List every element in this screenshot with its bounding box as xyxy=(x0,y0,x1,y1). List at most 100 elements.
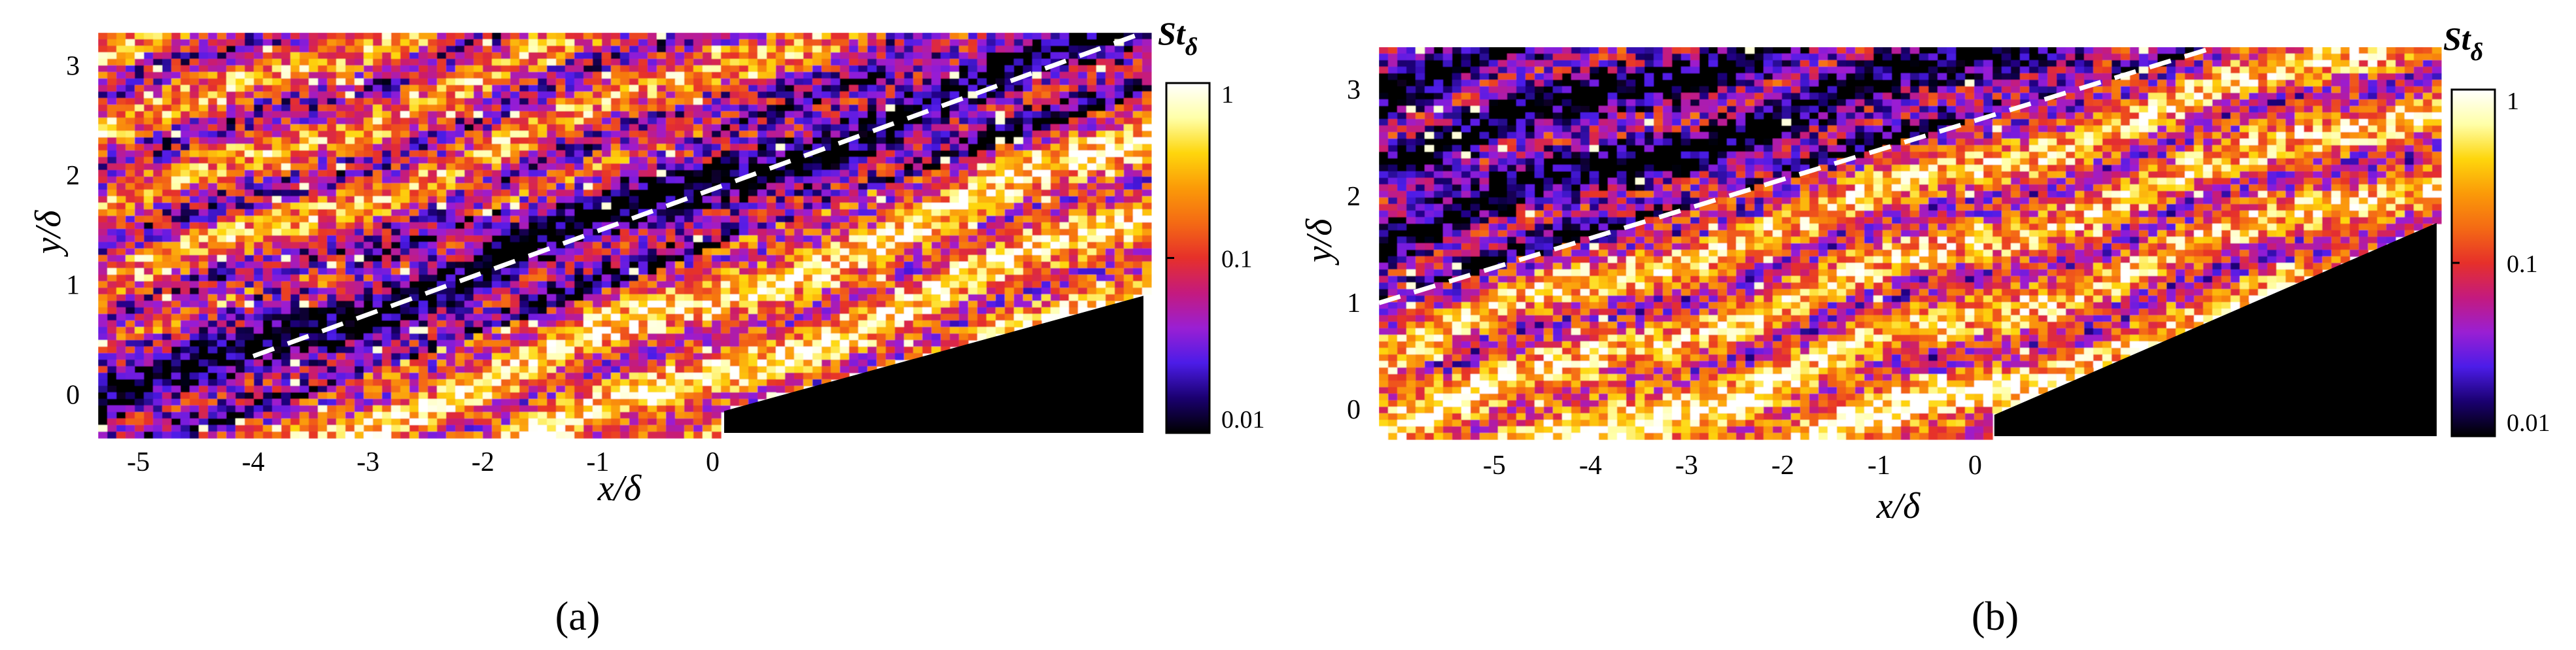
heatmap-cell xyxy=(574,144,584,151)
heatmap-cell xyxy=(226,255,236,262)
heatmap-cell xyxy=(364,190,374,197)
heatmap-cell xyxy=(373,118,383,125)
heatmap-cell xyxy=(1078,196,1088,203)
heatmap-cell xyxy=(593,157,602,164)
heatmap-cell xyxy=(1124,216,1134,223)
heatmap-cell xyxy=(657,105,667,112)
heatmap-cell xyxy=(190,98,200,105)
heatmap-cell xyxy=(703,46,712,53)
heatmap-cell xyxy=(318,255,328,262)
heatmap-cell xyxy=(1096,209,1106,216)
heatmap-cell xyxy=(812,235,822,243)
heatmap-cell xyxy=(1032,190,1042,197)
heatmap-cell xyxy=(171,275,181,282)
heatmap-cell xyxy=(336,203,346,210)
heatmap-cell xyxy=(272,157,282,164)
heatmap-cell xyxy=(867,92,877,99)
heatmap-cell xyxy=(409,203,419,210)
heatmap-cell xyxy=(217,118,227,125)
heatmap-cell xyxy=(748,150,758,158)
heatmap-cell xyxy=(1014,111,1024,118)
heatmap-cell xyxy=(867,294,877,301)
heatmap-cell xyxy=(272,248,282,256)
heatmap-cell xyxy=(1142,216,1152,223)
heatmap-cell xyxy=(318,216,328,223)
heatmap-cell xyxy=(98,196,108,203)
heatmap-cell xyxy=(904,209,914,216)
heatmap-cell xyxy=(336,229,346,236)
heatmap-cell xyxy=(300,294,309,301)
heatmap-cell xyxy=(455,85,465,92)
heatmap-cell xyxy=(336,288,346,295)
heatmap-cell xyxy=(1051,124,1060,131)
heatmap-cell xyxy=(116,177,126,184)
heatmap-cell xyxy=(986,222,996,230)
heatmap-cell xyxy=(877,33,886,40)
heatmap-cell xyxy=(950,150,960,158)
heatmap-cell xyxy=(254,131,264,138)
heatmap-cell xyxy=(135,288,145,295)
heatmap-cell xyxy=(153,203,163,210)
heatmap-cell xyxy=(126,111,135,118)
heatmap-cell xyxy=(1078,98,1088,105)
heatmap-cell xyxy=(217,72,227,79)
heatmap-cell xyxy=(1023,268,1033,275)
heatmap-cell xyxy=(226,65,236,73)
heatmap-cell xyxy=(565,85,575,92)
heatmap-cell xyxy=(281,294,291,301)
heatmap-cell xyxy=(162,288,172,295)
heatmap-cell xyxy=(931,294,941,301)
heatmap-cell xyxy=(1041,255,1051,262)
heatmap-cell xyxy=(483,216,493,223)
heatmap-cell xyxy=(996,307,1005,315)
heatmap-cell xyxy=(721,209,731,216)
heatmap-cell xyxy=(629,150,639,158)
heatmap-cell xyxy=(1105,46,1115,53)
heatmap-cell xyxy=(263,183,273,190)
heatmap-cell xyxy=(693,131,703,138)
heatmap-cell xyxy=(1041,262,1051,269)
heatmap-cell xyxy=(712,196,722,203)
heatmap-cell xyxy=(492,105,502,112)
heatmap-cell xyxy=(107,281,117,288)
heatmap-cell xyxy=(446,196,456,203)
heatmap-cell xyxy=(950,163,960,171)
heatmap-cell xyxy=(748,307,758,315)
heatmap-cell xyxy=(822,288,831,295)
heatmap-cell xyxy=(968,59,978,66)
heatmap-cell xyxy=(245,59,254,66)
heatmap-cell xyxy=(437,216,447,223)
heatmap-cell xyxy=(950,59,960,66)
heatmap-cell xyxy=(1078,150,1088,158)
heatmap-cell xyxy=(1115,118,1124,125)
heatmap-cell xyxy=(895,72,905,79)
heatmap-cell xyxy=(1051,78,1060,86)
heatmap-cell xyxy=(922,170,932,177)
heatmap-cell xyxy=(638,235,648,243)
heatmap-cell xyxy=(107,78,117,86)
heatmap-cell xyxy=(1078,33,1088,40)
heatmap-cell xyxy=(281,72,291,79)
heatmap-cell xyxy=(464,255,474,262)
heatmap-cell xyxy=(812,209,822,216)
heatmap-cell xyxy=(181,137,190,145)
heatmap-cell xyxy=(748,65,758,73)
heatmap-cell xyxy=(950,301,960,308)
heatmap-cell xyxy=(327,190,337,197)
heatmap-cell xyxy=(565,288,575,295)
heatmap-cell xyxy=(996,118,1005,125)
heatmap-cell xyxy=(400,190,410,197)
heatmap-cell xyxy=(144,314,154,321)
heatmap-cell xyxy=(1023,33,1033,40)
heatmap-cell xyxy=(1133,46,1143,53)
heatmap-cell xyxy=(931,46,941,53)
heatmap-cell xyxy=(950,144,960,151)
heatmap-cell xyxy=(1023,59,1033,66)
heatmap-cell xyxy=(107,72,117,79)
heatmap-cell xyxy=(721,46,731,53)
heatmap-cell xyxy=(391,203,401,210)
heatmap-cell xyxy=(208,78,218,86)
heatmap-cell xyxy=(327,52,337,60)
heatmap-cell xyxy=(941,294,950,301)
heatmap-cell xyxy=(181,203,190,210)
